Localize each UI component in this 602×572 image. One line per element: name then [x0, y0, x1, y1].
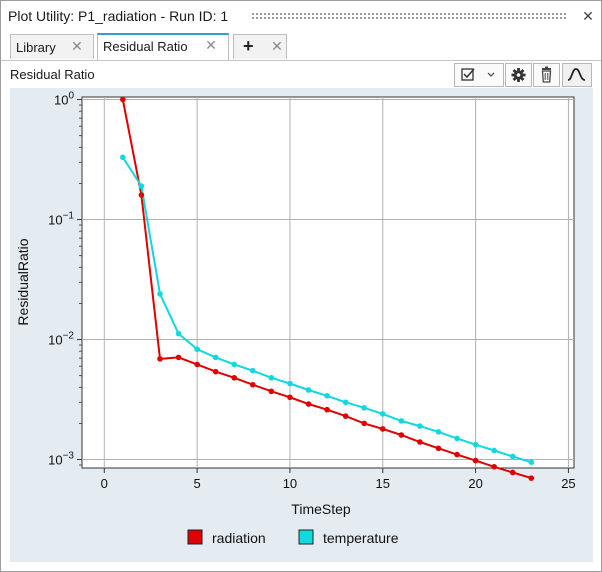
curve-icon [567, 68, 586, 81]
legend-swatch-temperature[interactable] [298, 529, 314, 545]
data-point-radiation[interactable] [120, 96, 126, 103]
data-point-radiation[interactable] [491, 463, 497, 470]
add-tab-icon[interactable]: + [243, 36, 254, 56]
plot-toolbar: Residual Ratio [1, 61, 601, 89]
drag-grip[interactable] [251, 12, 566, 21]
data-point-radiation[interactable] [417, 439, 423, 445]
x-tick-label: 5 [193, 476, 200, 491]
gear-icon [511, 68, 526, 82]
data-point-temperature[interactable] [250, 367, 256, 374]
tab-library-label: Library [16, 40, 56, 55]
chevron-down-icon [487, 72, 495, 77]
curve-button[interactable] [562, 63, 592, 87]
data-point-radiation[interactable] [361, 420, 368, 427]
tab-library-close-icon[interactable]: ✕ [71, 38, 83, 54]
legend-label-radiation[interactable]: radiation [212, 530, 266, 546]
plot-panel: 0 5 10 15 20 25 100 10−1 10−2 10−3 TimeStep Resi… [10, 88, 593, 562]
y-axis-label: ResidualRatio [15, 238, 31, 325]
tab-add-close-icon[interactable]: ✕ [271, 38, 283, 54]
window-title: Plot Utility: P1_radiation - Run ID: 1 [8, 8, 229, 24]
legend-label-temperature[interactable]: temperature [323, 530, 399, 546]
window-close-icon[interactable]: ✕ [582, 8, 594, 24]
plot-title: Residual Ratio [10, 67, 95, 82]
data-point-temperature[interactable] [194, 346, 200, 353]
data-point-radiation[interactable] [454, 451, 460, 458]
x-tick-label: 10 [283, 476, 297, 491]
data-point-temperature[interactable] [417, 423, 423, 429]
trash-icon [541, 66, 552, 83]
data-point-temperature[interactable] [472, 441, 479, 448]
title-bar[interactable]: Plot Utility: P1_radiation - Run ID: 1 ✕ [1, 1, 601, 32]
data-point-temperature[interactable] [287, 380, 293, 387]
residual-ratio-chart[interactable]: 0 5 10 15 20 25 100 10−1 10−2 10−3 TimeStep Resi… [10, 88, 593, 562]
x-tick-label: 15 [376, 476, 390, 491]
data-point-temperature[interactable] [361, 404, 368, 411]
y-tick-label: 100 [54, 91, 74, 108]
data-point-radiation[interactable] [528, 475, 535, 481]
tab-residual-ratio-label: Residual Ratio [103, 39, 188, 54]
tab-residual-ratio-close-icon[interactable]: ✕ [205, 37, 217, 53]
data-point-temperature[interactable] [175, 330, 182, 337]
data-point-radiation[interactable] [287, 394, 293, 401]
data-point-radiation[interactable] [268, 388, 275, 395]
delete-button[interactable] [533, 63, 560, 87]
data-point-radiation[interactable] [138, 192, 145, 198]
data-point-temperature[interactable] [268, 374, 275, 381]
data-point-temperature[interactable] [231, 361, 238, 368]
tab-residual-ratio[interactable]: Residual Ratio ✕ [97, 33, 229, 60]
x-tick-label: 25 [561, 476, 575, 491]
data-point-temperature[interactable] [509, 453, 516, 460]
data-point-radiation[interactable] [157, 356, 163, 362]
data-point-radiation[interactable] [231, 374, 238, 381]
data-point-temperature[interactable] [398, 418, 405, 424]
data-point-radiation[interactable] [435, 445, 442, 452]
x-tick-label: 20 [468, 476, 482, 491]
data-point-radiation[interactable] [305, 401, 312, 407]
data-point-radiation[interactable] [175, 354, 182, 361]
data-point-temperature[interactable] [491, 447, 497, 454]
y-tick-label: 10−1 [48, 211, 74, 228]
data-point-temperature[interactable] [212, 354, 219, 361]
data-point-temperature[interactable] [342, 399, 349, 406]
data-point-temperature[interactable] [157, 291, 163, 297]
data-point-radiation[interactable] [212, 368, 219, 375]
tab-library[interactable]: Library ✕ [10, 34, 94, 59]
x-tick-label: 0 [101, 476, 108, 491]
y-tick-label: 10−2 [48, 331, 74, 348]
y-tick-label: 10−3 [48, 451, 74, 468]
data-point-radiation[interactable] [472, 457, 479, 464]
data-point-radiation[interactable] [509, 469, 516, 476]
data-point-radiation[interactable] [379, 426, 386, 432]
data-point-radiation[interactable] [398, 432, 405, 438]
data-point-radiation[interactable] [342, 413, 349, 419]
tab-add[interactable]: + ✕ [233, 34, 287, 59]
data-point-temperature[interactable] [120, 154, 126, 161]
data-point-temperature[interactable] [305, 387, 312, 393]
legend-swatch-radiation[interactable] [187, 529, 203, 545]
data-point-temperature[interactable] [528, 459, 535, 466]
data-point-temperature[interactable] [379, 411, 386, 417]
data-point-temperature[interactable] [138, 183, 145, 189]
data-point-temperature[interactable] [454, 435, 460, 442]
data-point-radiation[interactable] [324, 406, 330, 413]
data-point-radiation[interactable] [194, 361, 200, 368]
data-point-radiation[interactable] [250, 381, 256, 388]
x-axis-label: TimeStep [291, 501, 351, 517]
data-point-temperature[interactable] [435, 429, 442, 435]
tab-bar: Library ✕ Residual Ratio ✕ + ✕ [1, 32, 601, 61]
data-point-temperature[interactable] [324, 392, 330, 399]
select-curves-dropdown[interactable] [454, 63, 504, 87]
settings-button[interactable] [505, 63, 532, 87]
checkbox-select-icon [461, 68, 495, 81]
